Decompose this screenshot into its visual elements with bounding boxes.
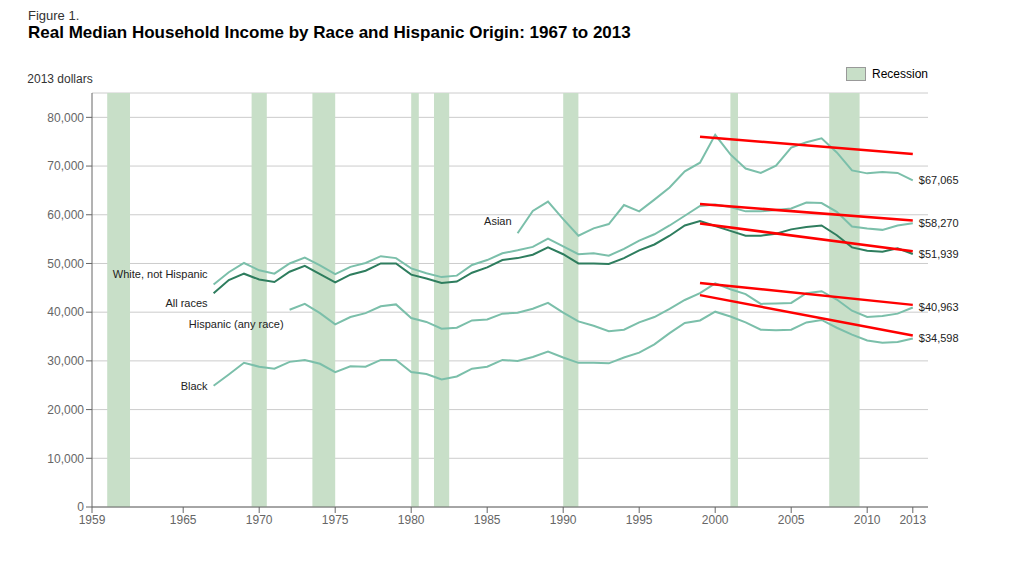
svg-text:1965: 1965 <box>170 513 197 527</box>
svg-text:Hispanic (any race): Hispanic (any race) <box>189 318 284 330</box>
svg-text:60,000: 60,000 <box>47 208 84 222</box>
svg-text:0: 0 <box>77 500 84 514</box>
html-text:Real Median Household Income b: Real Median Household Income by Race and… <box>28 23 631 42</box>
svg-text:2005: 2005 <box>778 513 805 527</box>
svg-text:2000: 2000 <box>702 513 729 527</box>
svg-text:Asian: Asian <box>484 215 512 227</box>
svg-text:1970: 1970 <box>246 513 273 527</box>
svg-text:$58,270: $58,270 <box>919 217 959 229</box>
svg-text:1980: 1980 <box>398 513 425 527</box>
svg-text:50,000: 50,000 <box>47 257 84 271</box>
svg-text:$40,963: $40,963 <box>919 301 959 313</box>
html-text:Recession: Recession <box>872 67 928 81</box>
svg-text:2013 dollars: 2013 dollars <box>27 72 92 86</box>
svg-text:1959: 1959 <box>79 513 106 527</box>
svg-text:White, not Hispanic: White, not Hispanic <box>113 268 208 280</box>
svg-text:10,000: 10,000 <box>47 452 84 466</box>
svg-text:$34,598: $34,598 <box>919 332 959 344</box>
svg-text:1985: 1985 <box>474 513 501 527</box>
svg-text:40,000: 40,000 <box>47 305 84 319</box>
svg-text:1975: 1975 <box>322 513 349 527</box>
svg-text:2010: 2010 <box>854 513 881 527</box>
html-text:Figure 1.: Figure 1. <box>28 8 80 23</box>
svg-text:Black: Black <box>181 380 208 392</box>
svg-text:$51,939: $51,939 <box>919 248 959 260</box>
svg-text:30,000: 30,000 <box>47 354 84 368</box>
svg-text:$67,065: $67,065 <box>919 174 959 186</box>
svg-text:All races: All races <box>165 297 208 309</box>
svg-text:1990: 1990 <box>550 513 577 527</box>
svg-text:80,000: 80,000 <box>47 111 84 125</box>
svg-text:2013: 2013 <box>899 513 926 527</box>
svg-text:70,000: 70,000 <box>47 159 84 173</box>
svg-text:20,000: 20,000 <box>47 403 84 417</box>
svg-text:1995: 1995 <box>626 513 653 527</box>
